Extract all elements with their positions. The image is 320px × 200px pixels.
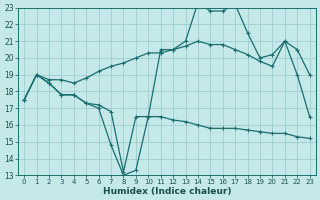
X-axis label: Humidex (Indice chaleur): Humidex (Indice chaleur) xyxy=(103,187,231,196)
